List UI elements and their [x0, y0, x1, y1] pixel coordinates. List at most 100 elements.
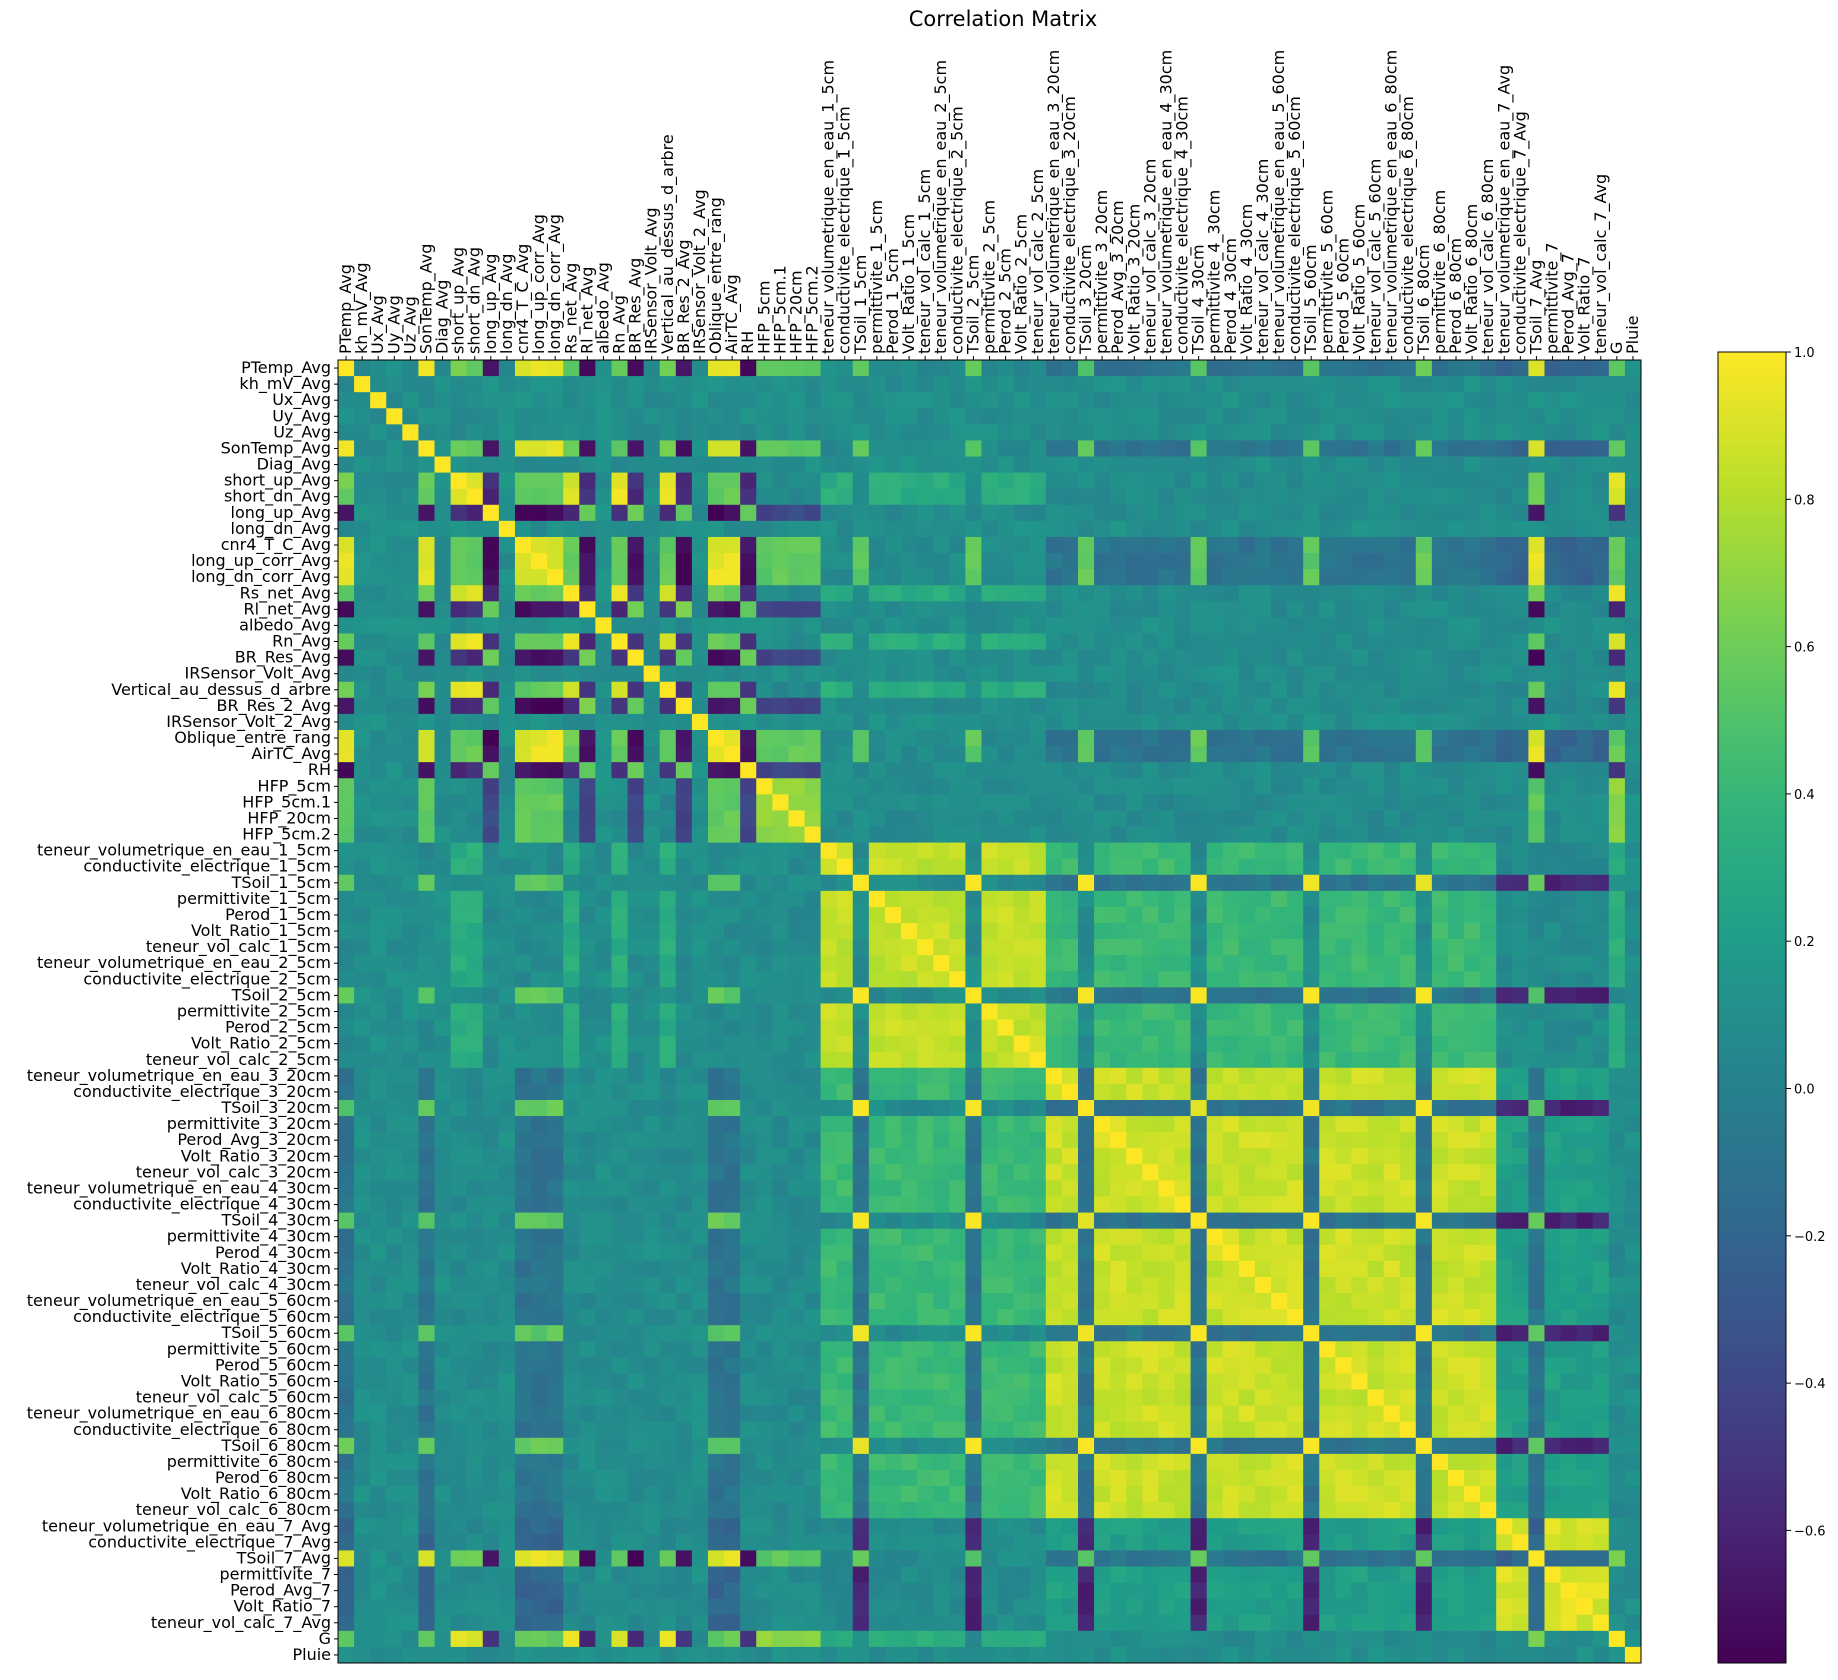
heatmap-cell: [788, 601, 805, 618]
heatmap-cell: [804, 939, 821, 956]
heatmap-cell: [1464, 360, 1481, 377]
heatmap-cell: [1238, 633, 1256, 650]
heatmap-cell: [611, 504, 628, 522]
heatmap-cell: [1303, 1309, 1320, 1326]
heatmap-cell: [1174, 1180, 1191, 1197]
heatmap-cell: [563, 1035, 580, 1053]
heatmap-cell: [1254, 1260, 1272, 1278]
heatmap-cell: [1319, 1260, 1336, 1278]
heatmap-cell: [1431, 633, 1449, 650]
heatmap-cell: [1576, 1309, 1594, 1326]
heatmap-cell: [852, 408, 870, 425]
heatmap-cell: [386, 1244, 403, 1262]
heatmap-cell: [949, 729, 966, 747]
heatmap-cell: [1528, 1003, 1545, 1020]
heatmap-cell: [1190, 874, 1208, 892]
heatmap-cell: [1367, 794, 1385, 811]
heatmap-cell: [1544, 1051, 1561, 1069]
heatmap-cell: [852, 810, 870, 827]
heatmap-cell: [691, 392, 709, 409]
heatmap-cell: [1496, 1003, 1513, 1020]
heatmap-cell: [917, 794, 934, 811]
heatmap-cell: [1238, 392, 1256, 409]
heatmap-cell: [1335, 585, 1352, 602]
heatmap-cell: [338, 536, 355, 554]
heatmap-cell: [1077, 601, 1095, 618]
heatmap-cell: [868, 955, 886, 972]
heatmap-cell: [884, 1019, 902, 1037]
heatmap-cell: [498, 923, 516, 940]
heatmap-cell: [1431, 520, 1449, 538]
heatmap-cell: [1126, 456, 1143, 474]
heatmap-cell: [1415, 472, 1433, 490]
heatmap-cell: [724, 408, 741, 425]
heatmap-cell: [386, 890, 403, 908]
heatmap-cell: [1560, 826, 1578, 843]
heatmap-cell: [675, 681, 693, 699]
heatmap-cell: [1238, 1083, 1256, 1101]
heatmap-cell: [1045, 553, 1063, 570]
heatmap-cell: [1142, 858, 1159, 876]
heatmap-cell: [852, 955, 870, 972]
heatmap-cell: [788, 360, 805, 377]
heatmap-cell: [740, 472, 757, 490]
heatmap-cell: [917, 1051, 934, 1069]
heatmap-cell: [788, 1196, 805, 1213]
heatmap-cell: [1560, 890, 1578, 908]
heatmap-cell: [1319, 392, 1336, 409]
heatmap-cell: [884, 842, 902, 860]
heatmap-cell: [482, 1019, 500, 1037]
heatmap-cell: [724, 601, 741, 618]
heatmap-cell: [1335, 1228, 1352, 1246]
heatmap-cell: [1431, 842, 1449, 860]
heatmap-cell: [563, 536, 580, 554]
heatmap-cell: [1206, 1116, 1224, 1133]
heatmap-cell: [402, 1083, 419, 1101]
heatmap-cell: [1608, 1148, 1626, 1165]
heatmap-cell: [1271, 601, 1288, 618]
heatmap-cell: [450, 1180, 468, 1197]
heatmap-cell: [1254, 955, 1272, 972]
heatmap-cell: [1496, 504, 1513, 522]
heatmap-cell: [868, 858, 886, 876]
heatmap-cell: [1608, 488, 1626, 506]
heatmap-cell: [1319, 906, 1336, 924]
heatmap-cell: [1512, 504, 1529, 522]
heatmap-cell: [836, 1116, 854, 1133]
heatmap-cell: [933, 456, 950, 474]
heatmap-cell: [756, 971, 773, 988]
heatmap-cell: [627, 1067, 645, 1085]
heatmap-cell: [1094, 681, 1111, 699]
heatmap-cell: [595, 488, 612, 506]
heatmap-cell: [675, 923, 693, 940]
heatmap-cell: [1351, 553, 1368, 570]
heatmap-cell: [1013, 762, 1031, 779]
heatmap-cell: [901, 746, 918, 763]
heatmap-cell: [868, 794, 886, 811]
heatmap-cell: [884, 617, 902, 634]
heatmap-cell: [643, 1116, 661, 1133]
heatmap-cell: [498, 1212, 516, 1230]
heatmap-cell: [1126, 553, 1143, 570]
heatmap-cell: [868, 1116, 886, 1133]
heatmap-cell: [836, 360, 854, 377]
heatmap-cell: [547, 697, 564, 715]
heatmap-cell: [1158, 810, 1175, 827]
heatmap-cell: [933, 746, 950, 763]
heatmap-cell: [1045, 762, 1063, 779]
heatmap-cell: [627, 890, 645, 908]
heatmap-cell: [1254, 1196, 1272, 1213]
heatmap-cell: [772, 408, 789, 425]
heatmap-cell: [1142, 1003, 1159, 1020]
heatmap-cell: [756, 1019, 773, 1037]
heatmap-cell: [402, 553, 419, 570]
heatmap-cell: [868, 1035, 886, 1053]
heatmap-cell: [1335, 536, 1352, 554]
heatmap-cell: [579, 1164, 596, 1181]
heatmap-cell: [595, 408, 612, 425]
heatmap-cell: [1367, 826, 1385, 843]
heatmap-cell: [981, 1260, 998, 1278]
heatmap-cell: [1480, 1067, 1497, 1085]
heatmap-cell: [1013, 1196, 1031, 1213]
heatmap-cell: [1496, 987, 1513, 1004]
